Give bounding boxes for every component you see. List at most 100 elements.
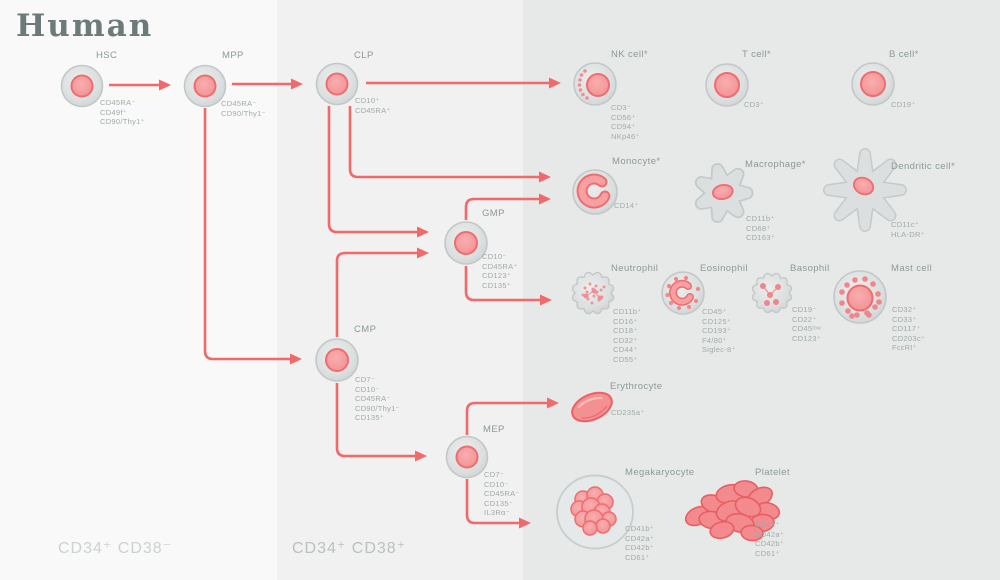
marker: CD117⁺ bbox=[892, 324, 921, 333]
cell-label-neutrophil: Neutrophil bbox=[611, 263, 659, 274]
arrow-mpp-to-cmp bbox=[203, 108, 302, 365]
cell-markers-nk: CD3⁻ CD56⁺ CD94⁺ NKp46⁺ bbox=[611, 103, 640, 141]
gmp-cell-icon bbox=[444, 221, 488, 265]
marker: CD3⁺ bbox=[744, 100, 765, 109]
cell-markers-monocyte: CD14⁺ bbox=[614, 201, 639, 211]
marker: CD11b⁺ bbox=[613, 307, 642, 316]
cell-label-erythrocyte: Erythrocyte bbox=[610, 381, 663, 392]
arrow-cmp-to-gmp bbox=[335, 247, 429, 337]
mep-cell-icon bbox=[445, 435, 489, 479]
basophil-cell-icon bbox=[751, 272, 793, 314]
marker: CD41b⁺ bbox=[625, 524, 655, 533]
marker: CD10⁻ bbox=[482, 252, 507, 261]
cell-label-eosinophil: Eosinophil bbox=[700, 263, 748, 274]
marker: CD90/Thy1⁻ bbox=[221, 108, 266, 118]
marker: CD90/Thy1⁺ bbox=[100, 117, 145, 126]
marker: CD90/Thy1⁻ bbox=[355, 403, 400, 413]
marker: CD45ˡᵒʷ bbox=[792, 324, 821, 333]
zone-label-cd38pos: CD34⁺ CD38⁺ bbox=[292, 540, 407, 557]
cell-markers-gmp: CD10⁻ CD45RA⁺ CD123⁺ CD135⁺ bbox=[482, 252, 518, 290]
cmp-cell-icon bbox=[315, 338, 359, 382]
cell-label-hsc: HSC bbox=[96, 50, 118, 61]
marker: FcεRI⁺ bbox=[892, 343, 917, 352]
marker: CD55⁺ bbox=[613, 354, 638, 364]
marker: IL3Rα⁻ bbox=[484, 508, 510, 517]
marker: CD56⁺ bbox=[611, 112, 636, 122]
mast-cell-icon bbox=[833, 270, 887, 324]
megakaryocyte-cell-icon bbox=[556, 474, 634, 550]
cell-label-basophil: Basophil bbox=[790, 263, 830, 274]
cell-markers-hsc: CD45RA⁻ CD49f⁺ CD90/Thy1⁺ bbox=[100, 98, 145, 127]
marker: CD41⁺ bbox=[755, 520, 780, 529]
marker: CD10⁺ bbox=[355, 96, 380, 105]
eosinophil-cell-icon bbox=[661, 271, 705, 315]
marker: CD33⁺ bbox=[892, 314, 917, 324]
b-cell-icon bbox=[851, 62, 895, 106]
cell-label-platelet: Platelet bbox=[755, 467, 790, 478]
cell-markers-megakaryocyte: CD41b⁺ CD42a⁺ CD42b⁺ CD61⁺ bbox=[625, 524, 654, 562]
arrow-clp-to-gmp bbox=[327, 106, 429, 238]
cell-label-megakaryocyte: Megakaryocyte bbox=[625, 467, 695, 478]
nk-cell-icon bbox=[573, 62, 617, 106]
cell-label-mep: MEP bbox=[483, 424, 505, 435]
marker: CD42b⁺ bbox=[755, 539, 785, 548]
page-title: Human bbox=[16, 8, 154, 44]
marker: CD42a⁺ bbox=[755, 529, 785, 539]
cell-markers-neutrophil: CD11b⁺ CD16⁺ CD18⁺ CD32⁺ CD44⁺ CD55⁺ bbox=[613, 307, 642, 364]
cell-label-t: T cell* bbox=[742, 49, 772, 60]
marker: CD19⁺ bbox=[891, 100, 916, 109]
marker: CD44⁺ bbox=[613, 345, 638, 354]
marker: CD135⁻ bbox=[484, 498, 514, 508]
cell-markers-platelet: CD41⁺ CD42a⁺ CD42b⁺ CD61⁺ bbox=[755, 520, 784, 558]
erythrocyte-cell-icon bbox=[571, 391, 613, 423]
marker: CD22⁺ bbox=[792, 314, 817, 324]
monocyte-cell-icon bbox=[572, 169, 618, 215]
cell-markers-dendritic: CD11c⁺ HLA-DR⁺ bbox=[891, 220, 925, 239]
marker: CD11c⁺ bbox=[891, 220, 920, 229]
cell-label-monocyte: Monocyte* bbox=[612, 156, 661, 167]
marker: CD45RA⁺ bbox=[355, 105, 391, 115]
marker: CD42b⁺ bbox=[625, 543, 655, 552]
dendritic-cell-icon bbox=[823, 148, 907, 232]
macrophage-cell-icon bbox=[694, 163, 754, 223]
marker: CD11b⁺ bbox=[746, 214, 775, 223]
marker: CD123⁺ bbox=[792, 333, 822, 343]
marker: CD94⁺ bbox=[611, 122, 636, 131]
marker: Siglec-8⁺ bbox=[702, 345, 736, 354]
marker: CD163⁺ bbox=[746, 233, 776, 242]
cell-label-b: B cell* bbox=[889, 49, 919, 60]
marker: CD135⁺ bbox=[482, 280, 512, 290]
cell-markers-mpp: CD45RA⁻ CD90/Thy1⁻ bbox=[221, 99, 266, 118]
marker: CD45RA⁺ bbox=[482, 261, 518, 271]
arrow-gmp-to-granulocytes bbox=[464, 266, 552, 306]
t-cell-icon bbox=[705, 63, 749, 107]
marker: CD3⁻ bbox=[611, 103, 632, 112]
cell-markers-clp: CD10⁺ CD45RA⁺ bbox=[355, 96, 391, 115]
marker: CD45⁺ bbox=[702, 307, 727, 316]
marker: F4/80⁺ bbox=[702, 335, 727, 345]
marker: CD203c⁺ bbox=[892, 333, 926, 343]
cell-markers-macrophage: CD11b⁺ CD68⁺ CD163⁺ bbox=[746, 214, 775, 243]
platelet-cluster-icon bbox=[684, 480, 781, 542]
marker: CD7⁻ bbox=[484, 470, 505, 479]
arrow-mep-to-erythrocyte bbox=[465, 397, 559, 435]
marker: CD42a⁺ bbox=[625, 533, 655, 543]
marker: CD135⁺ bbox=[355, 413, 385, 422]
marker: CD16⁺ bbox=[613, 316, 638, 326]
hsc-cell-icon bbox=[60, 64, 104, 108]
marker: HLA-DR⁺ bbox=[891, 229, 925, 239]
marker: CD45RA⁻ bbox=[355, 394, 391, 403]
zone-cd34pos-cd38neg bbox=[0, 0, 277, 580]
marker: CD61⁺ bbox=[625, 552, 650, 562]
cell-markers-erythrocyte: CD235a⁺ bbox=[611, 408, 645, 418]
cell-markers-b: CD19⁺ bbox=[891, 100, 916, 110]
cell-label-cmp: CMP bbox=[354, 324, 377, 335]
marker: CD32⁺ bbox=[892, 305, 917, 314]
marker: CD7⁻ bbox=[355, 375, 376, 384]
zone-label-cd38neg: CD34⁺ CD38⁻ bbox=[58, 540, 173, 557]
marker: CD45RA⁻ bbox=[484, 489, 520, 498]
cell-markers-mast: CD32⁺ CD33⁺ CD117⁺ CD203c⁺ FcεRI⁺ bbox=[892, 305, 925, 353]
marker: CD61⁺ bbox=[755, 548, 780, 558]
